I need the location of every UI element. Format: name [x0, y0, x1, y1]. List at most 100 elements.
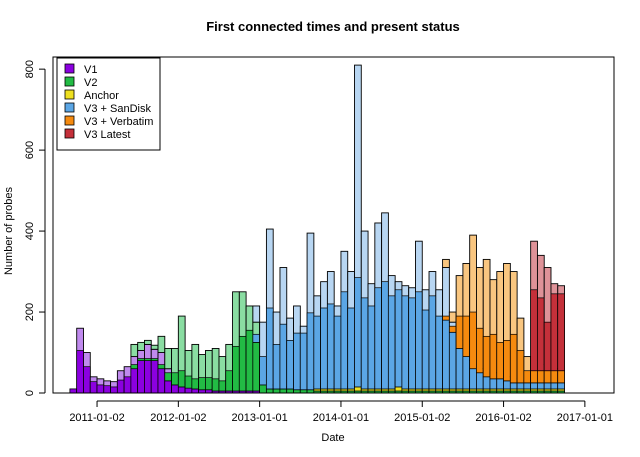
y-axis: 0 200 400 600 800 [24, 60, 46, 396]
bar-active-v3-sandisk-m46 [381, 281, 389, 390]
bar-active-v3-sandisk-m29 [266, 307, 274, 390]
bar-active-v2-m26 [245, 329, 254, 392]
bar-active-v2-m23 [225, 370, 233, 392]
legend-label: V1 [84, 64, 97, 76]
x-tick-label: 2016-01-02 [475, 412, 531, 424]
legend-swatch [64, 76, 75, 87]
bar-active-v3-verbatim-m64 [503, 340, 511, 382]
y-tick-label: 600 [24, 141, 36, 159]
legend-swatch [64, 102, 75, 113]
bar-active-v3-verbatim-m59 [469, 311, 477, 370]
bar-active-v2-m16 [177, 370, 186, 388]
bars-layer [69, 64, 565, 394]
bar-active-v3-sandisk-m33 [293, 332, 301, 391]
bar-active-v2-m22 [218, 380, 227, 392]
bar-active-v1-m18 [191, 388, 200, 394]
bar-active-v3-latest-m71 [550, 293, 559, 372]
bar-active-v3-verbatim-m68 [530, 370, 538, 384]
y-tick-label: 200 [24, 303, 36, 321]
bar-active-v3-sandisk-m59 [469, 368, 477, 390]
bar-active-v3-verbatim-m66 [516, 350, 525, 384]
bar-active-v1-m7 [117, 379, 125, 394]
bar-active-v3-sandisk-m62 [489, 378, 498, 390]
bar-active-v1-m10 [137, 360, 145, 394]
bar-active-v3-sandisk-m27 [252, 333, 260, 343]
bar-active-v2-m31 [279, 388, 288, 394]
x-axis-label: Date [321, 432, 344, 444]
bar-active-v3-sandisk-m28 [259, 356, 267, 386]
bar-active-v3-sandisk-m56 [449, 331, 457, 390]
bar-active-v3-sandisk-m64 [503, 380, 511, 390]
bar-active-v2-m15 [171, 372, 179, 386]
bar-total-v2-m12 [150, 344, 159, 350]
bar-active-v3-sandisk-m32 [286, 340, 294, 390]
bar-active-v2-m11 [144, 358, 152, 361]
bar-active-v3-sandisk-m31 [279, 323, 288, 390]
legend-label: V3 + SanDisk [84, 103, 151, 115]
bar-active-v1-m14 [164, 380, 172, 394]
bar-active-v3-sandisk-m54 [435, 315, 443, 390]
bar-active-v3-latest-m68 [530, 289, 538, 372]
legend-label: Anchor [84, 90, 119, 102]
bar-active-v3-verbatim-m57 [455, 315, 464, 349]
plot-frame [52, 56, 615, 394]
bar-active-v3-verbatim-m62 [489, 333, 498, 380]
bar-total-v2-m9 [130, 343, 139, 358]
bar-active-v1-m11 [144, 360, 152, 394]
bar-active-v3-verbatim-m72 [557, 370, 565, 384]
bar-active-v3-sandisk-m53 [428, 295, 437, 390]
bar-active-v1-m4 [96, 384, 105, 394]
bar-active-v3-sandisk-m72 [557, 382, 565, 390]
bar-active-v3-sandisk-m43 [360, 297, 369, 390]
bar-active-v3-sandisk-m47 [388, 295, 396, 390]
bar-active-v3-verbatim-m71 [550, 370, 559, 384]
bar-active-v1-m2 [83, 366, 91, 394]
chart-title: First connected times and present status [206, 19, 460, 34]
bar-active-v3-verbatim-m61 [482, 335, 491, 378]
legend-swatch [64, 89, 75, 100]
bar-active-v2-m9 [130, 364, 139, 370]
bar-active-v1-m3 [89, 381, 98, 394]
x-tick-label: 2015-01-02 [394, 412, 450, 424]
bar-active-v3-sandisk-m42 [354, 277, 362, 388]
x-tick-label: 2014-01-01 [313, 412, 369, 424]
bar-active-v3-sandisk-m49 [401, 295, 410, 390]
legend-label: V2 [84, 77, 97, 89]
bar-active-v2-m13 [157, 364, 166, 370]
bar-active-v1-m12 [150, 360, 159, 394]
bar-active-v2-m25 [238, 335, 247, 392]
bar-active-v1-m15 [171, 384, 179, 394]
bar-active-v3-latest-m72 [557, 293, 565, 372]
bar-total-v2-m10 [137, 341, 145, 351]
bar-active-v2-m27 [252, 342, 260, 392]
bar-active-v3-sandisk-m35 [306, 312, 315, 391]
bar-active-v2-m32 [286, 388, 294, 394]
bar-total-v3-verbatim-m55 [442, 258, 450, 268]
bar-total-v3-sandisk-m27 [252, 305, 261, 323]
bar-active-v3-sandisk-m60 [476, 372, 484, 390]
bar-active-v3-sandisk-m63 [496, 378, 504, 390]
bar-active-v3-sandisk-m68 [530, 382, 538, 390]
bar-active-v3-sandisk-m48 [394, 289, 403, 388]
bar-active-v3-verbatim-m55 [442, 315, 450, 321]
bar-active-v2-m21 [211, 378, 220, 392]
bar-active-v2-m29 [266, 388, 274, 394]
bar-active-v3-sandisk-m45 [374, 287, 382, 390]
bar-active-v2-m24 [232, 346, 240, 392]
bar-active-v3-sandisk-m70 [543, 382, 552, 390]
bar-active-anchor-m48 [394, 386, 403, 392]
bar-active-v1-m8 [123, 376, 132, 394]
legend-label: V3 Latest [84, 129, 130, 141]
bar-active-v3-sandisk-m71 [550, 382, 559, 390]
bar-active-v2-m12 [150, 358, 159, 361]
x-tick-label: 2012-01-02 [150, 412, 206, 424]
bar-active-v3-sandisk-m36 [313, 315, 321, 390]
bar-active-v3-sandisk-m67 [523, 382, 532, 390]
bar-active-v1-m13 [157, 368, 166, 394]
bar-active-v3-sandisk-m41 [347, 307, 355, 390]
bar-active-anchor-m42 [354, 386, 362, 392]
bar-total-v3-verbatim-m56 [448, 311, 457, 323]
y-tick-label: 0 [24, 390, 36, 396]
x-tick-label: 2013-01-01 [232, 412, 288, 424]
